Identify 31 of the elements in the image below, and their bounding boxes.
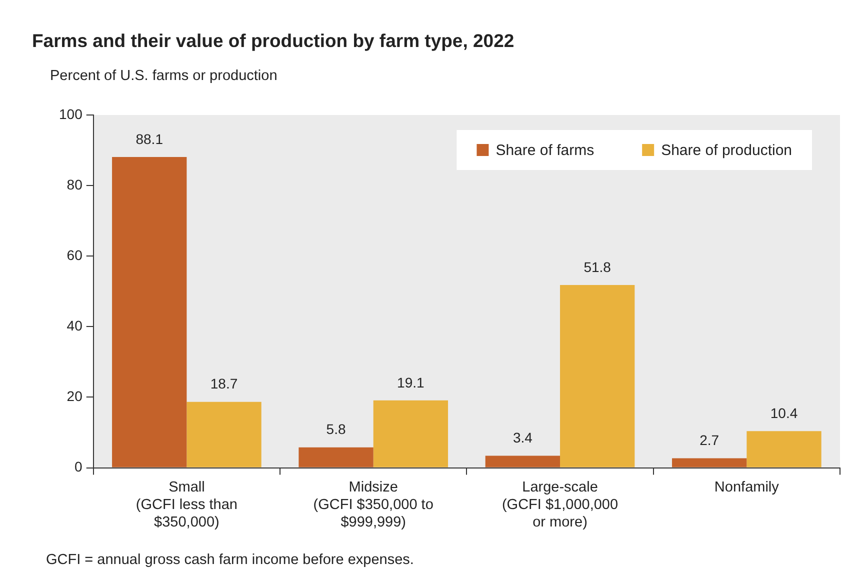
bar (560, 285, 635, 468)
bar (373, 400, 448, 468)
y-tick-label: 40 (66, 318, 83, 334)
bar (186, 402, 262, 468)
y-tick-label: 60 (66, 246, 83, 263)
x-tick-label: Large-scale (GCFI $1,000,000 or more) (502, 480, 618, 530)
data-label: 18.7 (210, 376, 238, 392)
chart-title: Farms and their value of production by farm type, 2022 (32, 30, 514, 52)
x-tick-label: Midsize (GCFI $350,000 to $999,999) (313, 480, 434, 530)
data-label: 2.7 (700, 432, 720, 448)
bar (485, 456, 560, 468)
bar (746, 431, 822, 468)
bar (298, 447, 374, 468)
data-label: 3.4 (512, 430, 533, 446)
data-label: 19.1 (397, 374, 425, 390)
text: GCFI = annual gross cash farm income before expenses. (46, 552, 414, 568)
y-tick-label: 20 (66, 388, 83, 404)
data-label: 5.8 (326, 421, 346, 438)
bar (672, 458, 747, 468)
y-tick-label: 80 (66, 176, 83, 192)
y-tick-label: 100 (59, 106, 83, 122)
y-tick-label: 0 (74, 458, 83, 475)
bar (112, 156, 187, 468)
x-tick-label: Nonfamily (714, 480, 780, 496)
legend-label: Share of farms (496, 142, 594, 160)
legend-label: Share of production (661, 142, 792, 160)
data-label: 10.4 (770, 404, 798, 421)
data-label: 88.1 (136, 130, 164, 147)
x-tick-label: Small (GCFI less than $350,000) (136, 480, 238, 530)
chart-subtitle: Percent of U.S. farms or production (50, 68, 278, 84)
data-label: 51.8 (584, 258, 612, 275)
